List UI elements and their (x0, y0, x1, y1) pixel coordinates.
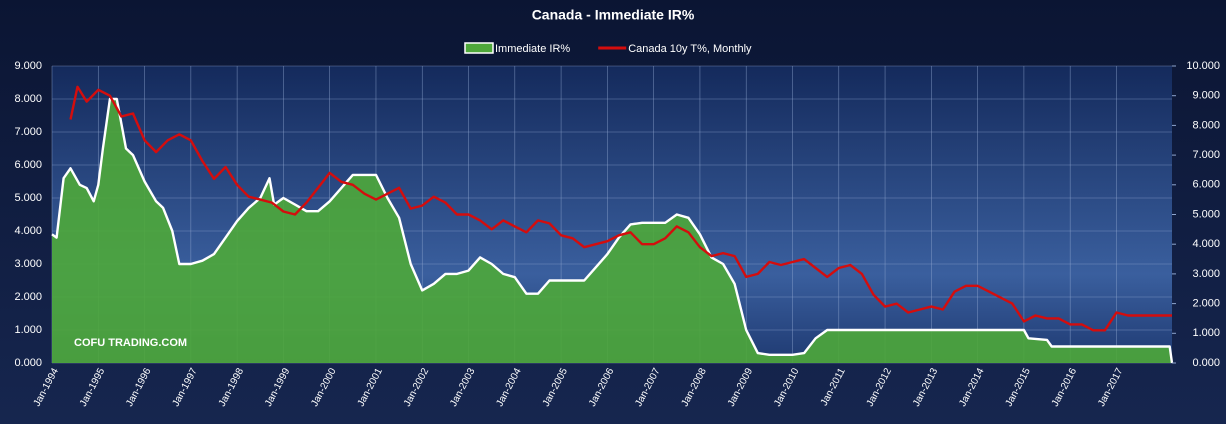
y-tick-label: 4.000 (14, 225, 42, 237)
y-tick-label: 8.000 (14, 93, 42, 105)
y2-tick-label: 4.000 (1192, 238, 1220, 250)
y2-tick-label: 7.000 (1192, 149, 1220, 161)
chart-title: Canada - Immediate IR% (532, 7, 695, 23)
y-tick-label: 5.000 (14, 192, 42, 204)
area (52, 99, 1172, 363)
y-tick-label: 3.000 (14, 258, 42, 270)
y2-tick-label: 2.000 (1192, 298, 1220, 310)
legend: Immediate IR% Canada 10y T%, Monthly (464, 42, 752, 55)
legend-label: Immediate IR% (495, 43, 570, 55)
y-tick-label: 1.000 (14, 324, 42, 336)
y2-tick-label: 9.000 (1192, 90, 1220, 102)
y-tick-label: 6.000 (14, 159, 42, 171)
series-line (51, 97, 1174, 364)
marks (51, 85, 1174, 364)
y2-tick-label: 5.000 (1192, 208, 1220, 220)
y-tick-label: 0.000 (14, 357, 42, 369)
series-line (69, 85, 1172, 332)
y2-tick-label: 6.000 (1192, 179, 1220, 191)
y-tick-label: 2.000 (14, 291, 42, 303)
legend-label: Canada 10y T%, Monthly (628, 43, 752, 55)
y2-tick-label: 3.000 (1192, 268, 1220, 280)
y2-tick-label: 0.000 (1192, 357, 1220, 369)
y2-tick-label: 10.000 (1186, 60, 1220, 72)
y2-tick-label: 1.000 (1192, 327, 1220, 339)
legend-swatch (464, 42, 494, 54)
y2-tick-label: 8.000 (1192, 119, 1220, 131)
y-tick-label: 7.000 (14, 126, 42, 138)
watermark: COFU TRADING.COM (74, 337, 187, 349)
y-tick-label: 9.000 (14, 60, 42, 72)
